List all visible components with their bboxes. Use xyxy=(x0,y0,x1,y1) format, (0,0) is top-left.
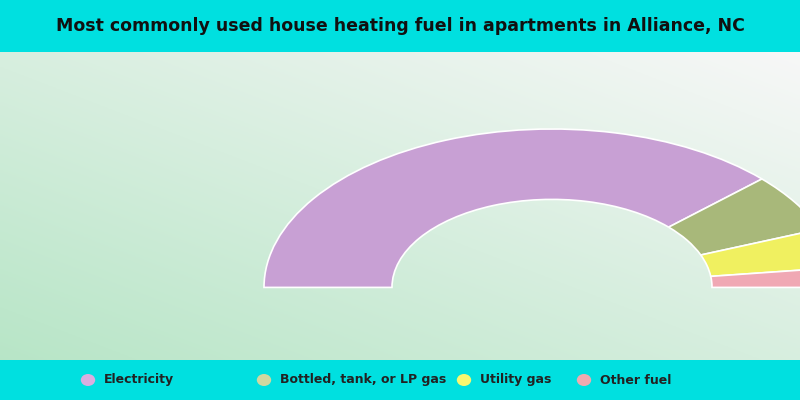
Wedge shape xyxy=(701,229,800,276)
Text: Most commonly used house heating fuel in apartments in Alliance, NC: Most commonly used house heating fuel in… xyxy=(55,17,745,35)
Wedge shape xyxy=(669,179,800,255)
Ellipse shape xyxy=(81,374,95,386)
Ellipse shape xyxy=(257,374,271,386)
Text: Electricity: Electricity xyxy=(104,374,174,386)
Text: Other fuel: Other fuel xyxy=(600,374,671,386)
Wedge shape xyxy=(264,129,762,288)
Text: Utility gas: Utility gas xyxy=(480,374,551,386)
Text: Bottled, tank, or LP gas: Bottled, tank, or LP gas xyxy=(280,374,446,386)
Ellipse shape xyxy=(577,374,591,386)
Wedge shape xyxy=(710,268,800,288)
Ellipse shape xyxy=(457,374,471,386)
